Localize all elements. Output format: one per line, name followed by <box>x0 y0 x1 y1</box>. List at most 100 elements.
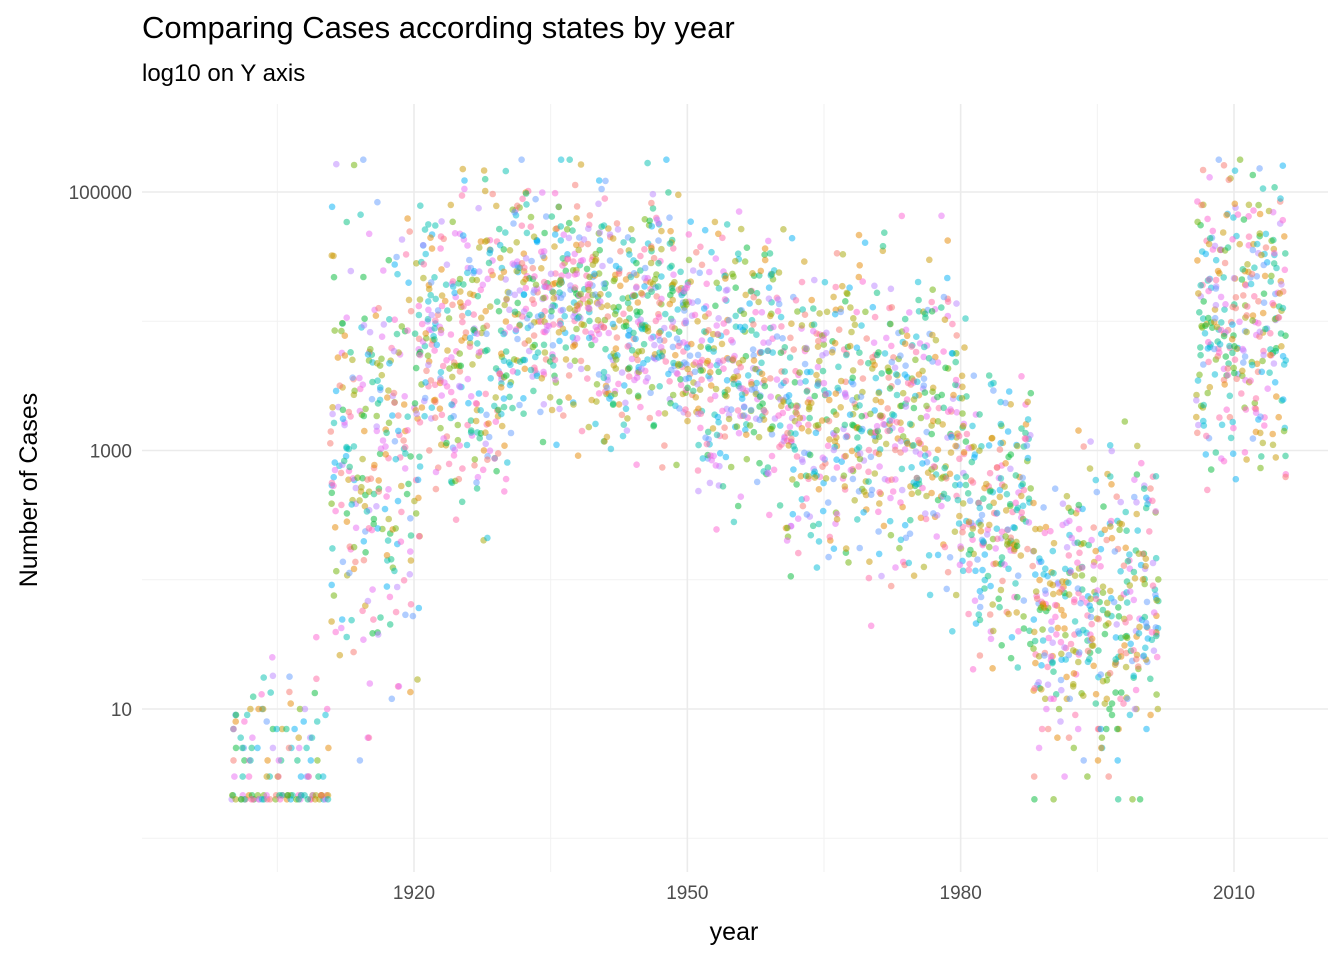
data-point <box>1121 418 1129 425</box>
data-point <box>765 237 772 245</box>
data-point <box>571 357 579 365</box>
data-point <box>1075 525 1083 533</box>
data-point <box>311 689 319 697</box>
data-point <box>1260 290 1268 298</box>
data-point <box>329 404 336 411</box>
data-point <box>778 323 785 330</box>
data-point <box>317 792 325 799</box>
data-point <box>826 436 833 443</box>
data-point <box>914 378 921 386</box>
data-point <box>938 502 945 510</box>
data-point <box>1018 509 1025 516</box>
data-point <box>502 229 509 236</box>
data-point <box>1094 757 1102 764</box>
data-point <box>287 700 295 707</box>
data-point <box>992 560 1000 567</box>
data-point <box>1240 347 1247 354</box>
data-point <box>732 284 739 292</box>
data-point <box>638 365 645 373</box>
data-point <box>239 744 246 752</box>
data-point <box>684 411 692 418</box>
data-point <box>757 267 765 275</box>
data-point <box>820 379 828 387</box>
data-point <box>779 409 787 417</box>
data-point <box>752 308 759 316</box>
data-point <box>380 267 387 274</box>
data-point <box>1222 353 1230 360</box>
data-point <box>697 424 704 432</box>
data-point <box>374 631 382 638</box>
data-point <box>339 406 347 414</box>
data-point <box>670 245 677 252</box>
data-point <box>482 440 490 448</box>
data-point <box>432 222 439 229</box>
data-point <box>1024 454 1032 462</box>
data-point <box>509 368 517 375</box>
data-point <box>885 374 892 381</box>
data-point <box>830 475 837 483</box>
data-point <box>605 225 612 232</box>
data-point <box>755 433 763 441</box>
data-point <box>506 323 513 331</box>
data-point <box>1005 388 1013 395</box>
data-point <box>350 565 358 573</box>
data-point <box>811 276 818 284</box>
data-point <box>495 307 503 315</box>
data-point <box>968 458 976 466</box>
data-point <box>1075 427 1082 434</box>
data-point <box>666 378 673 385</box>
data-point <box>779 335 786 342</box>
data-point <box>603 433 611 441</box>
data-point <box>564 251 571 258</box>
data-point <box>519 313 526 320</box>
data-point <box>327 440 334 447</box>
data-point <box>1113 621 1120 628</box>
data-point <box>742 291 749 299</box>
data-point <box>1041 587 1049 594</box>
data-point <box>464 309 472 317</box>
data-point <box>551 243 558 250</box>
data-point <box>988 434 996 442</box>
data-point <box>521 365 529 373</box>
data-point <box>441 297 449 305</box>
data-point <box>402 251 410 258</box>
data-point <box>513 239 520 246</box>
data-point <box>438 411 446 419</box>
data-point <box>873 422 881 430</box>
data-point <box>1088 635 1096 643</box>
data-point <box>694 351 702 359</box>
data-point <box>842 452 849 460</box>
data-point <box>871 313 879 321</box>
data-point <box>948 433 955 441</box>
data-point <box>1023 442 1031 449</box>
data-point <box>976 652 984 659</box>
data-point <box>620 421 628 429</box>
data-point <box>675 342 682 350</box>
data-point <box>1238 390 1245 397</box>
data-point <box>760 339 767 347</box>
data-point <box>1249 246 1257 254</box>
data-point <box>548 307 555 315</box>
data-point <box>913 333 920 341</box>
data-point <box>502 318 510 325</box>
data-point <box>329 545 336 552</box>
data-point <box>336 651 344 659</box>
data-point <box>644 159 651 167</box>
data-point <box>593 398 600 405</box>
data-point <box>701 226 709 234</box>
data-point <box>595 390 603 397</box>
data-point <box>847 466 855 474</box>
data-point <box>697 243 704 251</box>
data-point <box>923 428 930 436</box>
data-point <box>856 349 863 357</box>
data-point <box>1129 796 1136 803</box>
data-point <box>990 499 997 507</box>
data-point <box>1104 610 1111 617</box>
data-point <box>758 349 765 356</box>
data-point <box>1241 353 1249 360</box>
data-point <box>378 355 385 363</box>
data-point <box>888 358 896 366</box>
data-point <box>522 254 530 262</box>
data-point <box>1207 466 1215 473</box>
data-point <box>594 316 602 324</box>
